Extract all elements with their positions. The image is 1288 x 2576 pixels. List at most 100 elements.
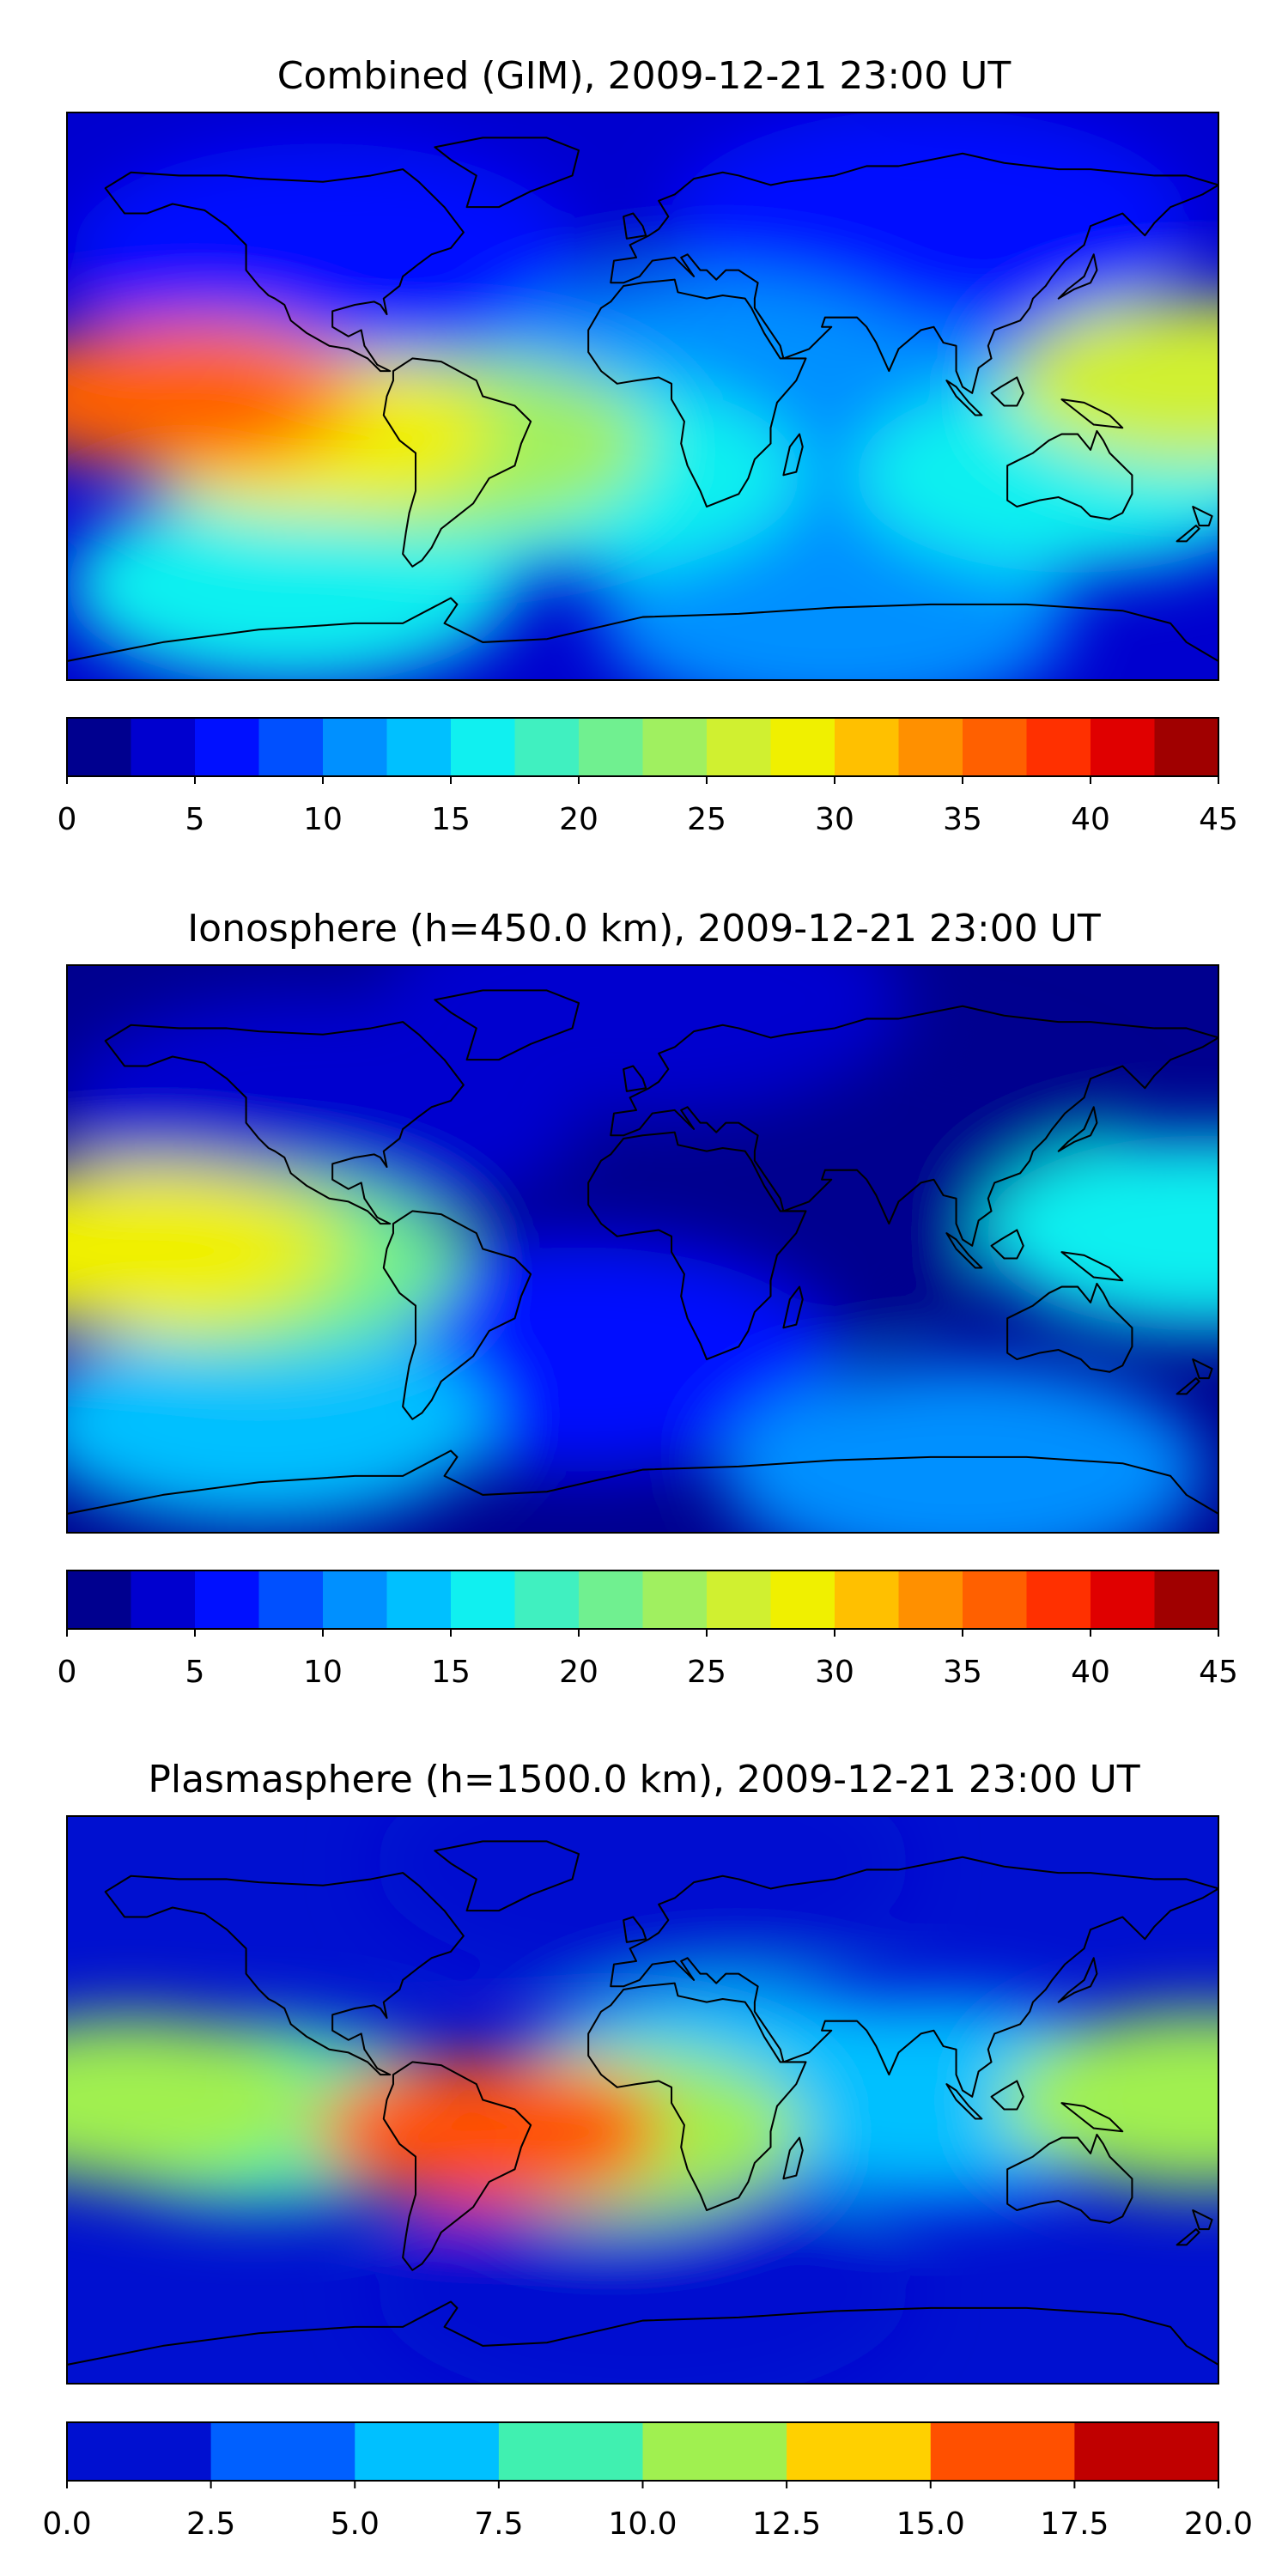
colorbar-tick-label: 35 [943,802,982,837]
colorbar-tick-label: 5 [185,802,205,837]
colorbar-tick-label: 2.5 [186,2506,235,2542]
colorbar-segment [963,1571,1028,1629]
colorbar-segment [1091,718,1156,776]
panel-3: Plasmasphere (h=1500.0 km), 2009-12-21 2… [42,1758,1253,2542]
map-field [67,112,1218,680]
colorbar: 0 5 10 15 20 25 30 35 40 45 [58,1570,1238,1690]
field-feature [982,1135,1218,1331]
colorbar-tick-label: 15 [431,1655,471,1690]
colorbar-segment [642,718,708,776]
colorbar-segment [67,2422,212,2481]
borneo-outline [990,1229,1024,1260]
colorbar-segment [770,718,835,776]
colorbar-segment [835,1571,900,1629]
greenland-outline [434,989,580,1061]
greenland-outline [434,137,580,209]
colorbar-tick-label: 25 [687,802,726,837]
map-frame [66,1815,1219,2385]
colorbar-segment [323,1571,388,1629]
colorbar-tick-label: 10 [303,1655,343,1690]
greenland-outline [434,1840,580,1912]
coastlines [67,989,1218,1515]
colorbar-segment [210,2422,355,2481]
colorbar-segment [707,1571,772,1629]
borneo-outline [990,376,1024,407]
colorbar-segment [386,718,452,776]
colorbar: 0 5 10 15 20 25 30 35 40 45 [58,717,1238,837]
colorbar-tick-label: 0 [58,1655,77,1690]
colorbar-segment [1026,1571,1091,1629]
eurasia-outline [610,1856,1218,2098]
africa-outline [587,1982,807,2212]
colorbar-tick-label: 45 [1199,1655,1238,1690]
south-america-outline [382,1210,532,1420]
panel-title: Combined (GIM), 2009-12-21 23:00 UT [277,54,1012,98]
colorbar-segment [963,718,1028,776]
south-america-outline [382,357,532,568]
colorbar-tick-label: 15 [431,802,471,837]
eurasia-outline [610,152,1218,394]
colorbar-segment [514,1571,580,1629]
colorbar-segment [131,718,196,776]
new-guinea-outline [1060,1251,1124,1282]
colorbar-tick-label: 30 [815,1655,854,1690]
field-feature [1000,2009,1218,2190]
north-america-outline [104,1021,465,1225]
colorbar-segment [67,1571,132,1629]
colorbar-tick-label: 40 [1071,802,1110,837]
coastlines [67,1840,1218,2366]
colorbar-segment [1074,2422,1219,2481]
colorbar-segment [514,718,580,776]
colorbar-segment [930,2422,1075,2481]
map-field [67,965,1218,1533]
new-guinea-outline [1060,2102,1124,2133]
antarctica-outline [67,2300,1218,2366]
colorbar-tick-label: 5 [185,1655,205,1690]
colorbar-segment [195,718,260,776]
field-feature [67,1319,492,1526]
field-feature [1005,296,1218,465]
colorbar-tick-label: 7.5 [474,2506,523,2542]
field-feature [347,2059,664,2204]
south-america-outline [382,2061,532,2271]
colorbar-tick-label: 40 [1071,1655,1110,1690]
colorbar-tick-label: 12.5 [752,2506,821,2542]
colorbar-segment [642,2422,787,2481]
australia-outline [1006,429,1133,520]
colorbar-tick-label: 35 [943,1655,982,1690]
colorbar-segment [258,1571,324,1629]
africa-outline [587,1131,807,1361]
north-america-outline [104,1872,465,2076]
panel-title: Ionosphere (h=450.0 km), 2009-12-21 23:0… [187,907,1101,951]
colorbar-segment [707,718,772,776]
colorbar-tick-label: 25 [687,1655,726,1690]
colorbar-segment [258,718,324,776]
colorbar: 0.0 2.5 5.0 7.5 10.0 12.5 15.0 17.5 20.0 [42,2421,1253,2542]
madagascar-outline [782,433,804,477]
colorbar-segment [579,718,644,776]
field-feature [67,324,306,469]
sumatra-outline [945,380,983,416]
colorbar-segment [386,1571,452,1629]
colorbar-segment [323,718,388,776]
colorbar-segment [355,2422,500,2481]
new-zealand-outline [1176,1358,1213,1395]
uk-outline [623,212,647,240]
antarctica-outline [67,597,1218,662]
australia-outline [1006,1282,1133,1373]
colorbar-segment [787,2422,932,2481]
madagascar-outline [782,1285,804,1329]
map-frame [66,964,1219,1534]
madagascar-outline [782,2136,804,2180]
field-feature [375,1816,910,1981]
field-feature [380,965,905,1112]
africa-outline [587,278,807,508]
colorbar-segment [131,1571,196,1629]
sumatra-outline [945,2083,983,2120]
antarctica-outline [67,1449,1218,1515]
colorbar-tick-label: 17.5 [1040,2506,1109,2542]
colorbar-segment [498,2422,644,2481]
uk-outline [623,1916,647,1943]
colorbar-segment [195,1571,260,1629]
